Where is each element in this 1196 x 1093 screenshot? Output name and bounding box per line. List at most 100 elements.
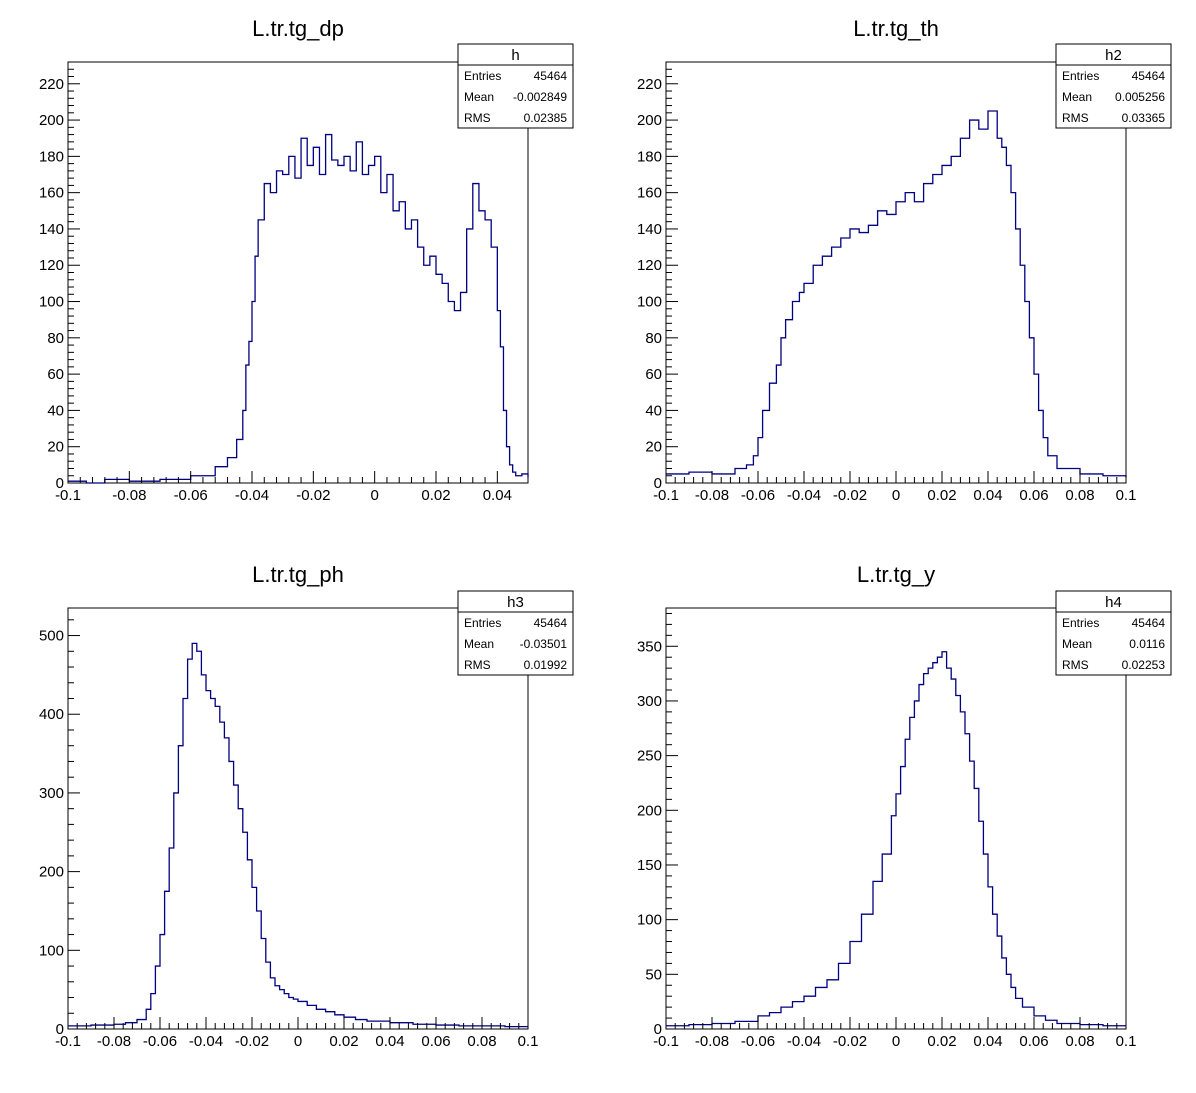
x-tick-label: 0.1 [1116,487,1137,504]
stats-entries-value: 45464 [534,69,568,83]
x-tick-label: 0.1 [518,1033,539,1050]
y-tick-label: 500 [39,628,64,645]
y-tick-label: 200 [637,802,662,819]
stats-mean-value: -0.002849 [513,90,567,104]
y-tick-label: 160 [637,185,662,202]
x-tick-label: -0.1 [653,1033,679,1050]
stats-box-frame [1055,43,1172,129]
histogram-title-tg-dp: L.tr.tg_dp [252,16,344,41]
stats-box-frame [1055,590,1172,676]
stats-box-name: h3 [507,594,524,611]
y-tick-label: 100 [637,912,662,929]
x-tick-label: -0.06 [741,487,775,504]
y-tick-label: 220 [637,76,662,93]
y-tick-label: 160 [39,185,64,202]
stats-entries-label: Entries [464,616,501,630]
stats-rms-value: 0.02253 [1122,658,1166,672]
histogram-pad-tg-th: L.tr.tg_th -0.1 -0.08 -0.06 -0.04 -0.02 0 0.02… [637,16,1172,504]
x-tick-label: -0.08 [112,487,146,504]
stats-entries-label: Entries [1062,69,1099,83]
stats-mean-value: 0.0116 [1129,637,1165,651]
x-tick-label: -0.04 [787,487,821,504]
x-tick-label: -0.06 [143,1033,177,1050]
x-tick-label: -0.08 [695,1033,729,1050]
stats-entries-label: Entries [464,69,501,83]
y-tick-label: 220 [39,76,64,93]
stats-entries-label: Entries [1062,616,1099,630]
x-tick-label: -0.02 [296,487,330,504]
x-tick-label: -0.02 [833,1033,867,1050]
x-tick-label: 0.04 [375,1033,404,1050]
y-tick-label: 100 [39,942,64,959]
x-tick-label: 0.02 [927,1033,956,1050]
x-tick-label: -0.04 [787,1033,821,1050]
stats-box-h3: h3 Entries 45464 Mean -0.03501 RMS 0.019… [457,590,574,676]
y-tick-label: 140 [637,221,662,238]
y-tick-label: 180 [39,148,64,165]
y-tick-label: 80 [47,330,64,347]
stats-box-name: h4 [1105,594,1122,611]
y-tick-label: 0 [56,475,64,492]
y-tick-label: 60 [645,366,662,383]
stats-entries-value: 45464 [1132,616,1166,630]
x-tick-label: -0.02 [235,1033,269,1050]
y-tick-label: 200 [637,112,662,129]
y-tick-label: 100 [637,294,662,311]
stats-mean-value: -0.03501 [520,637,568,651]
y-tick-label: 200 [39,864,64,881]
stats-mean-value: 0.005256 [1115,90,1165,104]
y-tick-label: 0 [654,475,662,492]
stats-box-name: h2 [1105,47,1122,64]
x-tick-label: 0 [892,487,900,504]
histogram-pad-tg-ph: L.tr.tg_ph -0.1 -0.08 -0.06 -0.04 -0.02 0 0.02… [39,562,574,1050]
stats-rms-label: RMS [1062,658,1089,672]
x-tick-label: -0.08 [695,487,729,504]
x-tick-label: 0.08 [1065,487,1094,504]
y-tick-label: 60 [47,366,64,383]
histogram-title-tg-th: L.tr.tg_th [853,16,939,41]
histogram-series-line [68,642,528,1028]
y-tick-label: 350 [637,638,662,655]
histogram-series-line [666,110,1127,478]
y-tick-label: 400 [39,706,64,723]
y-tick-label: 200 [39,112,64,129]
stats-mean-label: Mean [1062,637,1092,651]
stats-rms-value: 0.03365 [1122,111,1166,125]
y-tick-label: 40 [47,402,64,419]
stats-rms-value: 0.01992 [524,658,568,672]
y-tick-label: 120 [637,257,662,274]
x-tick-label: 0.08 [467,1033,496,1050]
stats-box-h4: h4 Entries 45464 Mean 0.0116 RMS 0.02253 [1055,590,1172,676]
x-tick-label: 0.06 [1019,1033,1048,1050]
stats-mean-label: Mean [1062,90,1092,104]
stats-box-h2: h2 Entries 45464 Mean 0.005256 RMS 0.033… [1055,43,1172,129]
y-tick-label: 80 [645,330,662,347]
stats-mean-label: Mean [464,90,494,104]
stats-entries-value: 45464 [1132,69,1166,83]
y-tick-label: 20 [645,439,662,456]
histogram-series-line [68,133,529,484]
y-tick-label: 120 [39,257,64,274]
stats-box-h: h Entries 45464 Mean -0.002849 RMS 0.023… [457,43,574,129]
histogram-series-line [666,651,1126,1027]
stats-rms-label: RMS [464,658,491,672]
y-tick-label: 40 [645,402,662,419]
y-tick-label: 180 [637,148,662,165]
x-tick-label: 0.02 [927,487,956,504]
x-tick-label: -0.06 [174,487,208,504]
stats-box-frame [457,43,574,129]
x-tick-label: -0.04 [189,1033,223,1050]
x-tick-label: 0.04 [973,1033,1002,1050]
x-tick-label: 0 [294,1033,302,1050]
x-tick-label: 0.04 [973,487,1002,504]
stats-mean-label: Mean [464,637,494,651]
x-tick-label: -0.06 [741,1033,775,1050]
y-tick-label: 140 [39,221,64,238]
y-tick-label: 150 [637,857,662,874]
histogram-pad-tg-y: L.tr.tg_y -0.1 -0.08 -0.06 -0.04 -0.02 0 0.02 0… [637,562,1172,1050]
x-tick-label: -0.1 [55,487,81,504]
histogram-title-tg-y: L.tr.tg_y [857,562,935,587]
stats-rms-label: RMS [464,111,491,125]
x-tick-label: 0.02 [421,487,450,504]
